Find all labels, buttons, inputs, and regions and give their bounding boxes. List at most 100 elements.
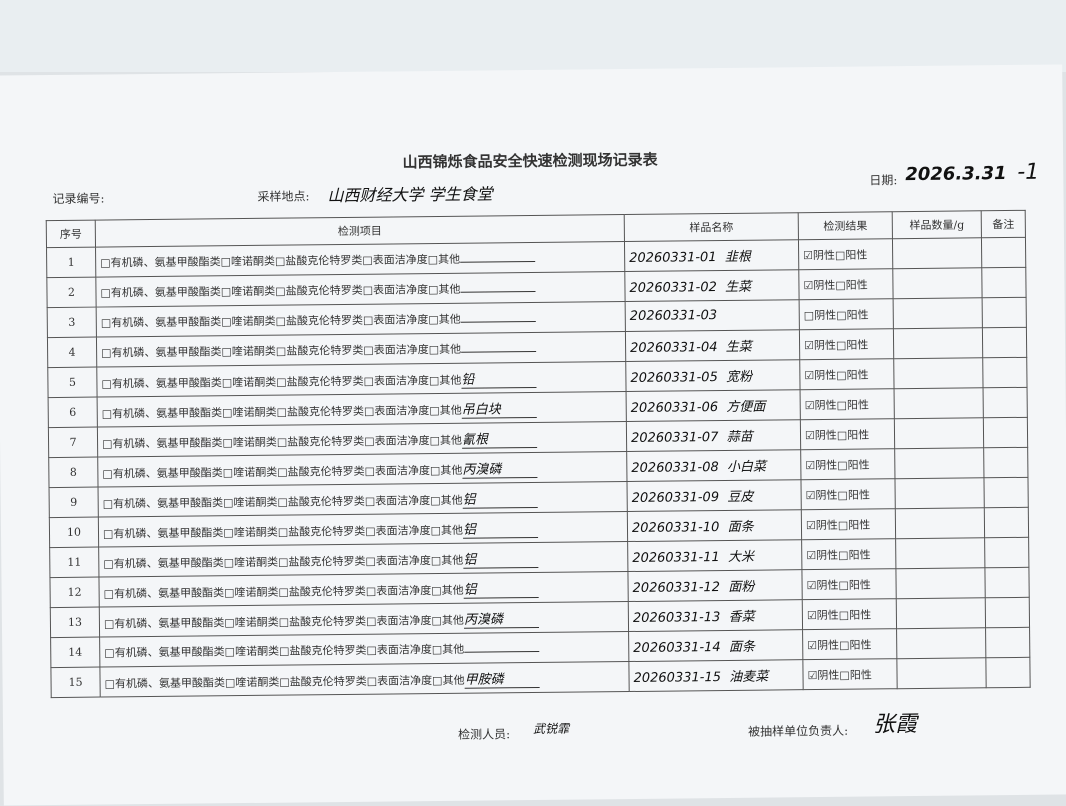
header-sample: 样品名称 (624, 213, 798, 242)
sample-name: 豆皮 (727, 490, 753, 505)
row-number: 10 (49, 517, 98, 548)
sample-quantity (894, 418, 983, 449)
sample-name: 小白菜 (727, 460, 766, 475)
sample-quantity (893, 328, 982, 359)
sample-id: 20260331-12 (633, 580, 721, 596)
other-item: 铝 (463, 547, 538, 568)
test-item-options: □有机磷、氨基甲酸酯类□喹诺酮类□盐酸克伦特罗类□表面洁净度□其他 (101, 312, 461, 329)
test-item-options: □有机磷、氨基甲酸酯类□喹诺酮类□盐酸克伦特罗类□表面洁净度□其他 (101, 373, 461, 390)
sample-id: 20260331-13 (633, 610, 721, 626)
header-result: 检测结果 (798, 212, 892, 240)
sample-quantity (892, 238, 981, 269)
record-sheet: 山西锦烁食品安全快速检测现场记录表 记录编号: 采样地点: 山西财经大学 学生食… (0, 64, 1066, 805)
row-number: 3 (47, 307, 96, 338)
sample-cell: 20260331-08 小白菜 (627, 450, 801, 482)
sample-quantity (894, 388, 983, 419)
sample-id: 20260331-08 (631, 460, 719, 476)
remark (982, 297, 1026, 327)
sample-name: 蒜苗 (727, 430, 753, 445)
sample-id: 20260331-14 (633, 640, 721, 656)
inspector-label: 检测人员: (458, 725, 510, 743)
sample-id: 20260331-01 (629, 250, 717, 266)
remark (983, 387, 1027, 417)
sample-id: 20260331-06 (631, 400, 719, 416)
record-no-label: 记录编号: (52, 189, 104, 207)
sample-name: 面条 (728, 520, 754, 535)
sample-id: 20260331-09 (632, 490, 720, 506)
test-item-options: □有机磷、氨基甲酸酯类□喹诺酮类□盐酸克伦特罗类□表面洁净度□其他 (102, 433, 462, 450)
sample-cell: 20260331-12 面粉 (628, 570, 802, 602)
other-item: 吊白块 (462, 397, 537, 418)
sample-cell: 20260331-11 大米 (628, 540, 802, 572)
location-value: 山西财经大学 学生食堂 (327, 180, 492, 206)
test-result: ☑阴性□阳性 (800, 419, 894, 450)
test-item-options: □有机磷、氨基甲酸酯类□喹诺酮类□盐酸克伦特罗类□表面洁净度□其他 (100, 282, 460, 299)
remark (985, 537, 1029, 567)
remark (983, 357, 1027, 387)
sample-id: 20260331-04 (630, 340, 718, 356)
remark (986, 627, 1030, 657)
remark (982, 327, 1026, 357)
other-item (460, 290, 535, 292)
test-result: ☑阴性□阳性 (801, 509, 895, 540)
test-result: ☑阴性□阳性 (799, 269, 893, 300)
sample-id: 20260331-02 (629, 280, 717, 296)
other-item: 铝 (463, 517, 538, 538)
test-result: ☑阴性□阳性 (803, 629, 897, 660)
remark (984, 447, 1028, 477)
test-item-options: □有机磷、氨基甲酸酯类□喹诺酮类□盐酸克伦特罗类□表面洁净度□其他 (104, 583, 464, 600)
sample-cell: 20260331-13 香菜 (628, 600, 802, 632)
sheet-title: 山西锦烁食品安全快速检测现场记录表 (0, 144, 1063, 176)
background-surface (0, 0, 1066, 72)
test-result: ☑阴性□阳性 (800, 389, 894, 420)
other-item: 铝 (463, 577, 538, 598)
other-item (464, 650, 539, 652)
header-quantity: 样品数量/g (892, 211, 981, 239)
sample-cell: 20260331-06 方便面 (626, 390, 800, 422)
sample-quantity (897, 628, 986, 659)
sample-cell: 20260331-01 韭根 (624, 240, 798, 272)
test-item-options: □有机磷、氨基甲酸酯类□喹诺酮类□盐酸克伦特罗类□表面洁净度□其他 (103, 523, 463, 540)
responsible-signature: 张霞 (873, 706, 917, 738)
sample-name: 香菜 (729, 610, 755, 625)
page-mark: -1 (1017, 160, 1039, 185)
sample-quantity (895, 478, 984, 509)
test-item-options: □有机磷、氨基甲酸酯类□喹诺酮类□盐酸克伦特罗类□表面洁净度□其他 (103, 493, 463, 510)
other-item: 甲胺磷 (464, 667, 539, 688)
test-item-options: □有机磷、氨基甲酸酯类□喹诺酮类□盐酸克伦特罗类□表面洁净度□其他 (100, 252, 460, 269)
row-number: 14 (51, 637, 100, 668)
row-number: 5 (48, 367, 97, 398)
row-number: 7 (48, 427, 97, 458)
remark (985, 567, 1029, 597)
row-number: 8 (49, 457, 98, 488)
header-no: 序号 (46, 220, 95, 248)
record-table: 序号 检测项目 样品名称 检测结果 样品数量/g 备注 1 □有机磷、氨基甲酸酯… (46, 210, 1031, 698)
test-result: ☑阴性□阳性 (801, 479, 895, 510)
row-number: 4 (47, 337, 96, 368)
test-item-options: □有机磷、氨基甲酸酯类□喹诺酮类□盐酸克伦特罗类□表面洁净度□其他 (104, 642, 464, 659)
sample-id: 20260331-15 (633, 670, 721, 686)
sample-id: 20260331-07 (631, 430, 719, 446)
test-item-options: □有机磷、氨基甲酸酯类□喹诺酮类□盐酸克伦特罗类□表面洁净度□其他 (102, 463, 462, 480)
other-item: 氰根 (462, 427, 537, 448)
sample-name: 宽粉 (726, 370, 752, 385)
remark (984, 477, 1028, 507)
sample-name: 韭根 (725, 250, 751, 265)
remark (982, 267, 1026, 297)
inspector-signature: 武锐霏 (533, 720, 569, 737)
sample-quantity (896, 538, 985, 569)
row-number: 12 (50, 577, 99, 608)
sample-quantity (896, 568, 985, 599)
date-label: 日期: (869, 171, 897, 188)
test-result: ☑阴性□阳性 (802, 539, 896, 570)
sample-name: 面条 (729, 640, 755, 655)
row-number: 13 (50, 607, 99, 638)
test-result: ☑阴性□阳性 (800, 359, 894, 390)
test-items: □有机磷、氨基甲酸酯类□喹诺酮类□盐酸克伦特罗类□表面洁净度□其他甲胺磷 (100, 662, 629, 698)
sample-cell: 20260331-04 生菜 (625, 330, 799, 362)
responsible-label: 被抽样单位负责人: (748, 722, 848, 740)
remark (985, 597, 1029, 627)
sample-cell: 20260331-10 面条 (627, 510, 801, 542)
sample-name: 生菜 (726, 340, 752, 355)
sample-quantity (893, 268, 982, 299)
